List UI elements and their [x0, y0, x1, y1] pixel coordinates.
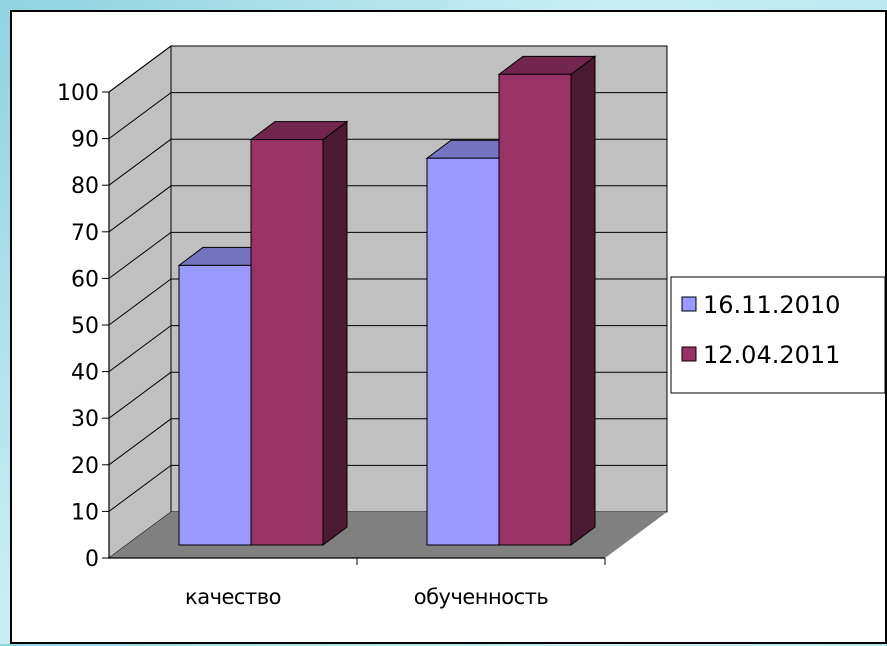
gridline-side — [108, 231, 172, 279]
y-tick-label: 10 — [71, 500, 99, 525]
bar-front — [498, 73, 572, 546]
y-tick-label: 30 — [71, 407, 99, 432]
x-tick-label: обученность — [414, 585, 549, 609]
bars — [177, 55, 597, 546]
bar-2-series-2 — [497, 55, 597, 546]
bar-front — [426, 157, 500, 546]
chart-frame: 0 10 20 30 40 50 60 70 80 90 100 качество обученност… — [10, 10, 887, 644]
y-tick-label: 20 — [71, 454, 99, 479]
bar-front — [178, 264, 252, 546]
y-tick-label: 90 — [71, 128, 99, 153]
gridline-side — [108, 325, 172, 373]
y-tick-label: 70 — [71, 221, 99, 246]
bar-side — [570, 55, 596, 546]
legend-label: 12.04.2011 — [703, 341, 840, 369]
gridline-side — [108, 92, 172, 140]
legend: 16.11.2010 12.04.2011 — [670, 276, 886, 394]
legend-label: 16.11.2010 — [703, 291, 840, 319]
bar-chart: 0 10 20 30 40 50 60 70 80 90 100 качество обученност… — [57, 45, 886, 609]
gridline-side — [108, 464, 172, 512]
gridline-side — [108, 138, 172, 186]
y-tick-label: 100 — [57, 81, 99, 106]
x-tick-label: качество — [185, 585, 281, 609]
axes — [102, 91, 606, 565]
gridline-side — [108, 371, 172, 419]
gridline-side — [108, 185, 172, 233]
gridline-side — [108, 418, 172, 466]
y-tick-label: 0 — [85, 547, 99, 572]
bar-side — [322, 120, 348, 546]
legend-box — [670, 276, 886, 394]
y-tick-label: 40 — [71, 361, 99, 386]
y-tick-label: 50 — [71, 314, 99, 339]
y-tick-label: 80 — [71, 174, 99, 199]
bar-1-series-2 — [249, 120, 349, 546]
gridline-side — [108, 45, 172, 93]
gridline-side — [108, 278, 172, 326]
y-tick-label: 60 — [71, 267, 99, 292]
legend-swatch — [681, 296, 697, 312]
legend-swatch — [681, 346, 697, 362]
bar-front — [250, 139, 324, 546]
tick-labels: 0 10 20 30 40 50 60 70 80 90 100 качество обученност… — [57, 81, 549, 609]
